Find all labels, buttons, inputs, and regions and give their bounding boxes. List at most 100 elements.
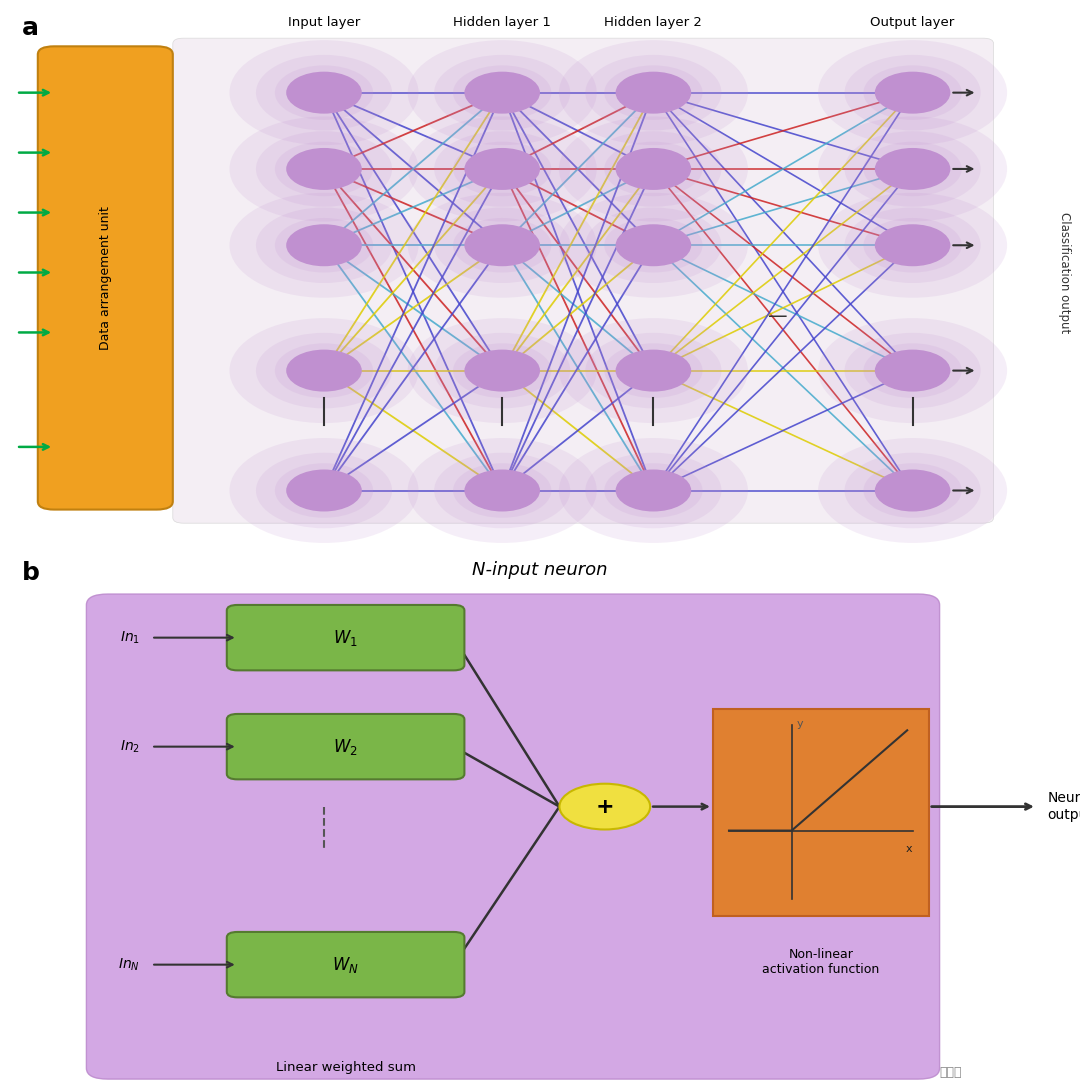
Ellipse shape	[559, 40, 748, 145]
Text: $W_1$: $W_1$	[334, 628, 357, 647]
Ellipse shape	[408, 318, 597, 423]
Ellipse shape	[559, 438, 748, 543]
Ellipse shape	[559, 318, 748, 423]
Ellipse shape	[229, 40, 419, 145]
Ellipse shape	[454, 343, 552, 398]
Text: N-input neuron: N-input neuron	[472, 561, 608, 580]
FancyBboxPatch shape	[227, 714, 464, 779]
FancyBboxPatch shape	[173, 38, 994, 523]
Ellipse shape	[229, 193, 419, 298]
Ellipse shape	[229, 117, 419, 221]
Text: Classification output: Classification output	[1058, 211, 1071, 334]
Text: x: x	[906, 844, 913, 855]
Ellipse shape	[819, 117, 1008, 221]
Ellipse shape	[408, 193, 597, 298]
Ellipse shape	[256, 54, 392, 131]
Ellipse shape	[464, 470, 540, 511]
Ellipse shape	[434, 207, 570, 283]
Ellipse shape	[434, 332, 570, 409]
Ellipse shape	[845, 207, 981, 283]
Circle shape	[559, 784, 650, 829]
Ellipse shape	[286, 225, 362, 266]
Ellipse shape	[875, 350, 950, 391]
Ellipse shape	[585, 207, 721, 283]
Ellipse shape	[875, 72, 950, 113]
Ellipse shape	[286, 470, 362, 511]
Text: b: b	[22, 561, 40, 585]
Ellipse shape	[274, 142, 374, 196]
Ellipse shape	[845, 54, 981, 131]
Ellipse shape	[875, 225, 950, 266]
Ellipse shape	[819, 438, 1008, 543]
Ellipse shape	[585, 54, 721, 131]
Ellipse shape	[286, 350, 362, 391]
Ellipse shape	[616, 470, 691, 511]
Ellipse shape	[286, 72, 362, 113]
FancyBboxPatch shape	[713, 708, 929, 916]
Ellipse shape	[464, 225, 540, 266]
Ellipse shape	[464, 148, 540, 190]
Ellipse shape	[864, 65, 962, 120]
Ellipse shape	[605, 463, 702, 518]
Ellipse shape	[256, 452, 392, 529]
Ellipse shape	[559, 193, 748, 298]
Ellipse shape	[864, 463, 962, 518]
Ellipse shape	[864, 142, 962, 196]
FancyBboxPatch shape	[86, 594, 940, 1079]
Ellipse shape	[585, 131, 721, 207]
Text: $W_2$: $W_2$	[334, 737, 357, 756]
Ellipse shape	[256, 207, 392, 283]
Ellipse shape	[845, 131, 981, 207]
Ellipse shape	[256, 332, 392, 409]
Ellipse shape	[454, 463, 552, 518]
Ellipse shape	[229, 438, 419, 543]
Text: —: —	[768, 306, 787, 326]
Ellipse shape	[605, 218, 702, 272]
Ellipse shape	[559, 117, 748, 221]
Text: Hidden layer 1: Hidden layer 1	[454, 16, 551, 29]
Ellipse shape	[875, 148, 950, 190]
Ellipse shape	[454, 218, 552, 272]
Text: 量子位: 量子位	[940, 1066, 961, 1079]
Ellipse shape	[286, 148, 362, 190]
FancyBboxPatch shape	[38, 46, 173, 510]
Ellipse shape	[408, 40, 597, 145]
Ellipse shape	[616, 350, 691, 391]
Ellipse shape	[616, 225, 691, 266]
Ellipse shape	[605, 142, 702, 196]
Text: Output layer: Output layer	[870, 16, 955, 29]
Text: Non-linear
activation function: Non-linear activation function	[762, 948, 879, 977]
Text: Input layer: Input layer	[288, 16, 360, 29]
Text: Neuron
output: Neuron output	[1048, 791, 1080, 822]
Ellipse shape	[229, 318, 419, 423]
Text: $In_1$: $In_1$	[120, 629, 140, 646]
Ellipse shape	[585, 452, 721, 529]
Ellipse shape	[256, 131, 392, 207]
Text: a: a	[22, 16, 39, 40]
Ellipse shape	[274, 65, 374, 120]
Ellipse shape	[845, 332, 981, 409]
Ellipse shape	[605, 343, 702, 398]
Text: $W_N$: $W_N$	[333, 955, 359, 974]
Text: $In_N$: $In_N$	[119, 956, 140, 973]
Ellipse shape	[585, 332, 721, 409]
Ellipse shape	[434, 54, 570, 131]
Text: y: y	[797, 719, 804, 729]
Ellipse shape	[464, 350, 540, 391]
Ellipse shape	[875, 470, 950, 511]
FancyBboxPatch shape	[227, 932, 464, 997]
Text: $In_2$: $In_2$	[120, 738, 140, 755]
Ellipse shape	[434, 452, 570, 529]
Ellipse shape	[454, 142, 552, 196]
Ellipse shape	[616, 72, 691, 113]
Text: Data arrangement unit: Data arrangement unit	[98, 206, 112, 350]
Ellipse shape	[408, 438, 597, 543]
Ellipse shape	[819, 193, 1008, 298]
Ellipse shape	[408, 117, 597, 221]
Text: +: +	[595, 797, 615, 816]
FancyBboxPatch shape	[227, 605, 464, 670]
Text: Linear weighted sum: Linear weighted sum	[275, 1061, 416, 1074]
Ellipse shape	[605, 65, 702, 120]
Ellipse shape	[616, 148, 691, 190]
Ellipse shape	[274, 343, 374, 398]
